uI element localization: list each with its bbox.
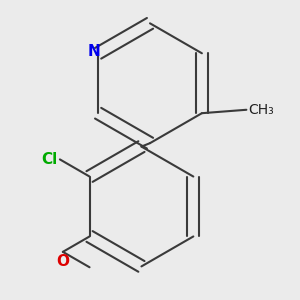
Text: CH₃: CH₃ <box>248 103 274 117</box>
Text: O: O <box>56 254 69 268</box>
Text: N: N <box>88 44 100 59</box>
Text: Cl: Cl <box>41 152 57 167</box>
